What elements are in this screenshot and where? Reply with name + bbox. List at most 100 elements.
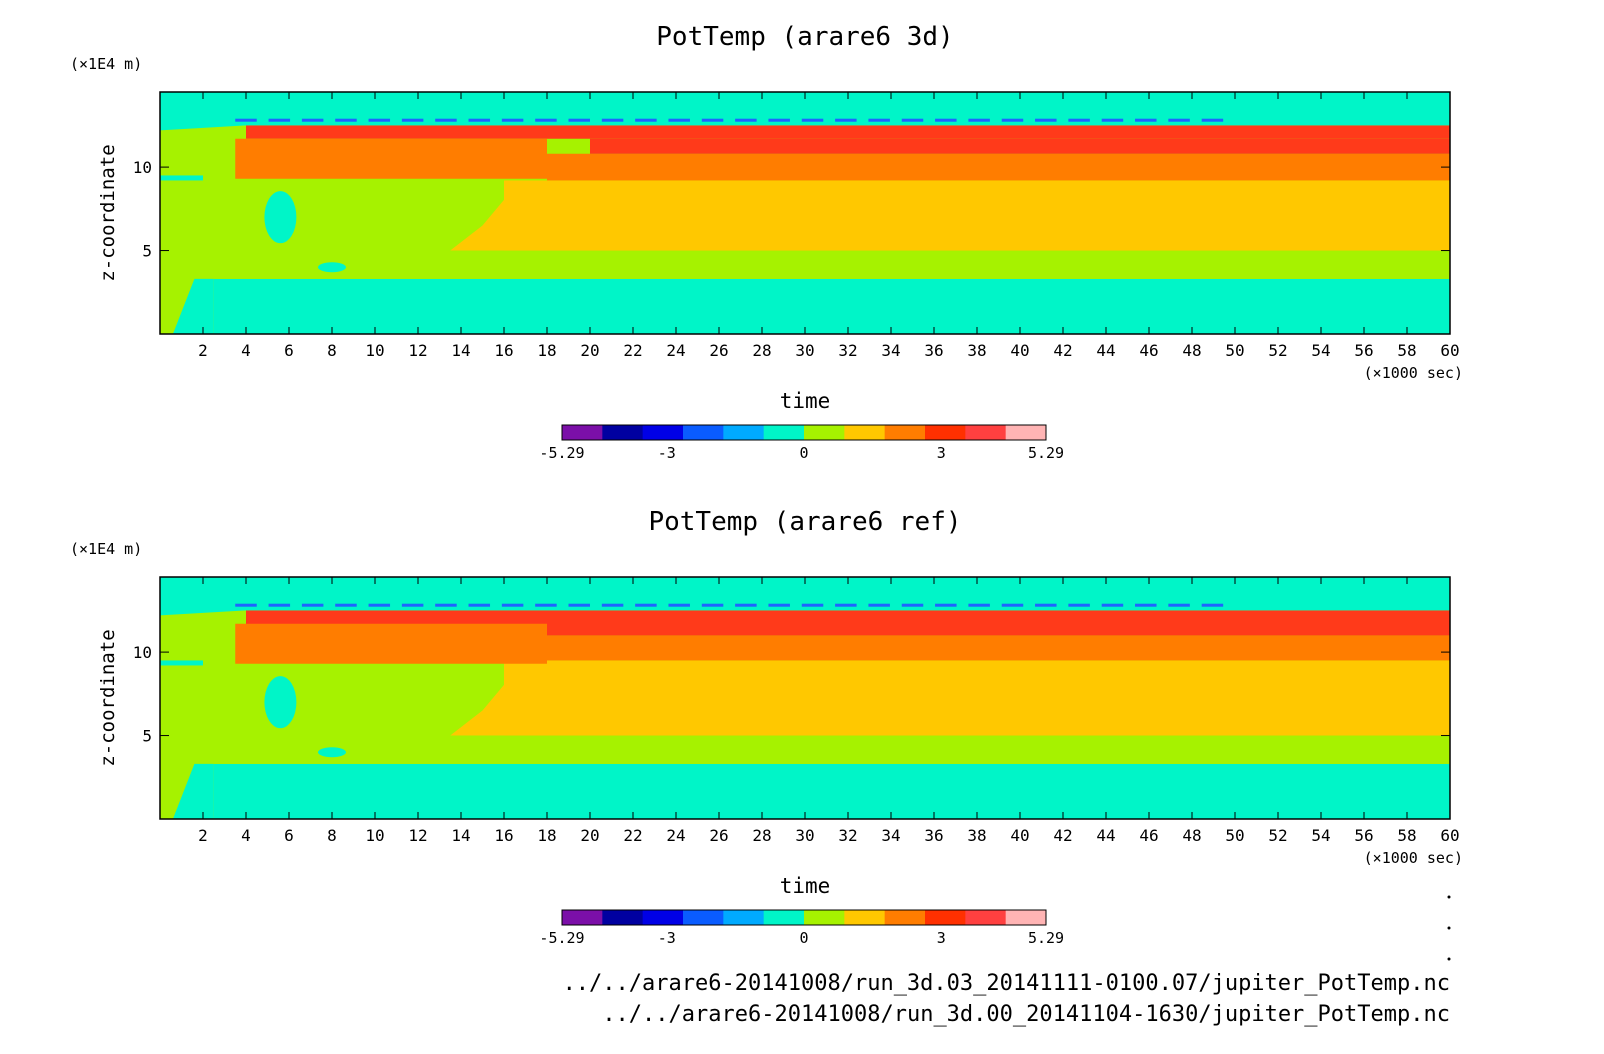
colorbar-swatch (723, 910, 765, 925)
x-tick-label: 20 (580, 341, 599, 360)
contour-band-blue (1001, 118, 1024, 122)
contour-band-blue (1135, 603, 1157, 607)
contour-band-blue (501, 603, 524, 607)
x-tick-label: 60 (1440, 341, 1459, 360)
marker-dot (1447, 957, 1451, 961)
colorbar-swatch (965, 910, 1007, 925)
x-tick-label: 32 (838, 341, 857, 360)
contour-band-blue (568, 118, 590, 122)
contour-band-blue (468, 603, 491, 607)
contour-band-orange (547, 635, 1450, 661)
contour-band-blue (401, 603, 424, 607)
contour-band-blue (768, 118, 790, 122)
contour-band-blue (568, 603, 590, 607)
contour-band-blue (468, 118, 491, 122)
x-tick-label: 50 (1225, 341, 1244, 360)
colorbar-swatch (844, 425, 886, 440)
colorbar-swatch (804, 910, 845, 925)
contour-band-blue (268, 603, 291, 607)
contour-band-yellow (450, 192, 511, 251)
colorbar-frame (561, 909, 1047, 926)
colorbar-tick-label: 3 (937, 929, 946, 947)
x-tick-label: 12 (408, 341, 427, 360)
contour-band-blue (1035, 603, 1057, 607)
contour-band-cyan (160, 92, 246, 131)
contour-band-blue (601, 603, 624, 607)
x-tick-label: 60 (1440, 826, 1459, 845)
contour-band-blue (368, 118, 391, 122)
contour-band-blue (1168, 118, 1190, 122)
contour-band-cyan (160, 577, 246, 616)
contour-band-blue (835, 118, 857, 122)
x-tick-label: 4 (241, 341, 251, 360)
x-tick-label: 36 (924, 826, 943, 845)
colorbar-tick-label: -5.29 (539, 444, 584, 462)
contour-band-blue (1035, 118, 1057, 122)
contour-band-blue (1201, 603, 1224, 607)
heatmap-field (160, 92, 1450, 334)
x-tick-label: 38 (967, 826, 986, 845)
contour-band-orange (235, 138, 547, 179)
x-tick-label: 22 (623, 826, 642, 845)
colorbar-tick-label: -3 (658, 444, 676, 462)
x-tick-label: 20 (580, 826, 599, 845)
x-tick-label: 6 (284, 341, 294, 360)
y-tick-label: 10 (133, 643, 152, 662)
contour-band-blue (1168, 603, 1190, 607)
colorbar-swatch (844, 910, 886, 925)
colorbar-swatch (683, 425, 724, 440)
contour-band-blue (535, 118, 557, 122)
x-tick-label: 8 (327, 826, 337, 845)
x-tick-label: 14 (451, 341, 470, 360)
x-tick-label: 56 (1354, 826, 1373, 845)
x-tick-label: 14 (451, 826, 470, 845)
colorbar-swatch (562, 425, 603, 440)
colorbar-tick-label: 0 (799, 929, 808, 947)
x-tick-label: 16 (494, 826, 513, 845)
contour-band-cyan (213, 278, 1450, 334)
x-tick-label: 26 (709, 826, 728, 845)
colorbar-ticks: -5.29 -3 0 3 5.29 (539, 444, 1064, 462)
x-tick-label: 38 (967, 341, 986, 360)
x-tick-label: 12 (408, 826, 427, 845)
x-tick-label: 32 (838, 826, 857, 845)
x-tick-label: 46 (1139, 826, 1158, 845)
contour-band-blue (301, 603, 324, 607)
colorbar-tick-label: -5.29 (539, 929, 584, 947)
x-tick-label: 36 (924, 341, 943, 360)
x-tick-label: 46 (1139, 341, 1158, 360)
contour-band-cyan (172, 278, 214, 334)
x-tick-label: 18 (537, 826, 556, 845)
colorbar-swatch (723, 425, 765, 440)
contour-band-orange (235, 623, 547, 664)
colorbar-swatch (602, 910, 644, 925)
contour-band-blue (735, 118, 757, 122)
colorbar-swatch (763, 425, 805, 440)
footer-path-2: ../../arare6-20141008/run_3d.00_20141104… (602, 1002, 1450, 1027)
x-tick-label: 52 (1268, 826, 1287, 845)
contour-band-blue (1068, 603, 1090, 607)
x-tick-label: 34 (881, 341, 900, 360)
x-tick-label: 44 (1096, 341, 1115, 360)
contour-band-blue (235, 603, 257, 607)
colorbar-tick-label: 0 (799, 444, 808, 462)
contour-band-blue (935, 118, 957, 122)
x-tick-label: 44 (1096, 826, 1115, 845)
colorbar-swatch (804, 425, 845, 440)
colorbar-swatch (925, 910, 966, 925)
y-unit-label: (×1E4 m) (70, 540, 142, 558)
x-tick-label: 18 (537, 341, 556, 360)
x-tick-label: 42 (1053, 341, 1072, 360)
colorbar-swatch (925, 425, 966, 440)
x-tick-label: 52 (1268, 341, 1287, 360)
x-tick-label: 24 (666, 341, 685, 360)
contour-band-blue (935, 603, 957, 607)
marker-dots (1447, 895, 1451, 961)
colorbar-swatch (965, 425, 1007, 440)
x-ticks: 2 4 6 8 10 12 14 16 18 20 22 24 26 28 30 32 34 36 38 40 42 44… (198, 92, 1460, 360)
x-tick-label: 30 (795, 826, 814, 845)
x-tick-label: 10 (365, 341, 384, 360)
contour-band-red (590, 138, 1450, 154)
heatmap-field (160, 577, 1450, 819)
contour-band-blue (801, 603, 824, 607)
